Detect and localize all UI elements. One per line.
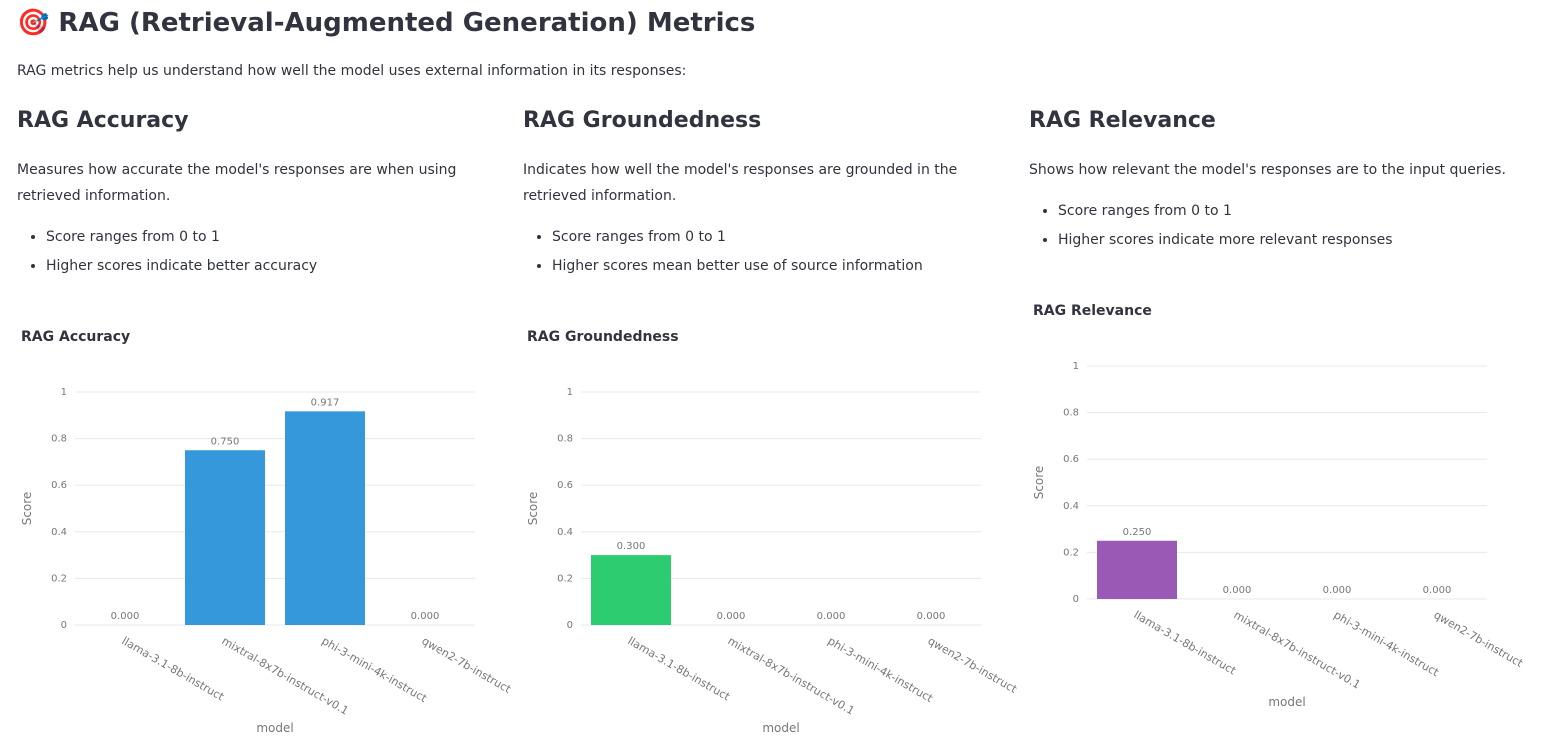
x-tick-label: phi-3-mini-4k-instruct [320, 634, 430, 705]
data-label: 0.250 [1123, 527, 1152, 538]
intro: RAG metrics help us understand how well … [17, 63, 687, 79]
y-tick-label: 0.8 [1063, 408, 1079, 419]
bullet-list: Score ranges from 0 to 1Higher scores in… [1029, 197, 1519, 255]
y-tick-label: 0.2 [51, 573, 67, 584]
bar [185, 450, 265, 625]
x-axis-title: model [256, 721, 293, 735]
x-tick-label: llama-3.1-8b-instruct [626, 634, 733, 703]
data-label: 0.000 [817, 611, 846, 622]
data-label: 0.000 [1323, 585, 1352, 596]
bullet: Score ranges from 0 to 1 [1058, 197, 1519, 226]
chart-title: RAG Groundedness [527, 329, 679, 345]
section: RAG Accuracy Measures how accurate the mo… [17, 108, 507, 281]
x-tick-label: qwen2-7b-instruct [1432, 608, 1526, 670]
data-label: 0.917 [311, 397, 340, 408]
data-label: 0.000 [111, 611, 140, 622]
data-label: 0.000 [1223, 585, 1252, 596]
x-axis-title: model [762, 721, 799, 735]
y-tick-label: 1 [567, 387, 573, 398]
bullet: Higher scores indicate more relevant res… [1058, 226, 1519, 255]
section-description: Shows how relevant the model's responses… [1029, 162, 1506, 178]
x-tick-label: qwen2-7b-instruct [926, 634, 1020, 696]
data-label: 0.000 [717, 611, 746, 622]
y-axis-title: Score [526, 492, 540, 526]
y-tick-label: 0.8 [51, 434, 67, 445]
section-description: Measures how accurate the model's respon… [17, 162, 457, 204]
section-heading: RAG Groundedness [523, 108, 762, 133]
y-tick-label: 0.2 [1063, 547, 1079, 558]
y-axis-title: Score [1032, 466, 1046, 500]
bullet: Higher scores mean better use of source … [552, 252, 1013, 281]
y-tick-label: 0 [61, 620, 67, 631]
chart: RAG Groundedness Score model 0 0.2 0.4 0.6 0.8 1… [526, 329, 1020, 735]
data-label: 0.000 [1423, 585, 1452, 596]
bar [591, 555, 671, 625]
x-tick-label: phi-3-mini-4k-instruct [826, 634, 936, 705]
bar [1097, 540, 1177, 599]
y-tick-label: 0.4 [51, 527, 67, 538]
y-tick-label: 0.4 [1063, 501, 1079, 512]
y-tick-label: 0.6 [557, 480, 573, 491]
bullet-list: Score ranges from 0 to 1Higher scores in… [17, 223, 507, 281]
y-tick-label: 0.4 [557, 527, 573, 538]
data-label: 0.000 [411, 611, 440, 622]
section: RAG Relevance Shows how relevant the mode… [1029, 108, 1519, 255]
x-tick-label: phi-3-mini-4k-instruct [1332, 608, 1442, 679]
bullet-list: Score ranges from 0 to 1Higher scores me… [523, 223, 1013, 281]
bullet: Score ranges from 0 to 1 [46, 223, 507, 252]
data-label: 0.750 [211, 436, 240, 447]
bullet: Higher scores indicate better accuracy [46, 252, 507, 281]
chart-title: RAG Relevance [1033, 303, 1152, 319]
y-tick-label: 0 [1073, 594, 1079, 605]
section: RAG Groundedness Indicates how well the m… [523, 108, 1013, 281]
y-tick-label: 0.6 [51, 480, 67, 491]
section-description: Indicates how well the model's responses… [523, 162, 958, 204]
page-title: 🎯 RAG (Retrieval-Augmented Generation) M… [17, 8, 756, 38]
x-axis-title: model [1268, 695, 1305, 709]
y-tick-label: 1 [1073, 361, 1079, 372]
y-tick-label: 0 [567, 620, 573, 631]
y-tick-label: 1 [61, 387, 67, 398]
x-tick-label: llama-3.1-8b-instruct [1132, 608, 1239, 677]
chart: RAG Relevance Score model 0 0.2 0.4 0.6 0.8 1 lla… [1032, 303, 1526, 709]
bullet: Score ranges from 0 to 1 [552, 223, 1013, 252]
y-tick-label: 0.2 [557, 573, 573, 584]
y-tick-label: 0.8 [557, 434, 573, 445]
section-heading: RAG Accuracy [17, 108, 189, 133]
section-heading: RAG Relevance [1029, 108, 1216, 133]
x-tick-label: qwen2-7b-instruct [420, 634, 514, 696]
x-tick-label: llama-3.1-8b-instruct [120, 634, 227, 703]
y-tick-label: 0.6 [1063, 454, 1079, 465]
chart-title: RAG Accuracy [21, 329, 130, 345]
bar [285, 411, 365, 625]
y-axis-title: Score [20, 492, 34, 526]
chart: RAG Accuracy Score model 0 0.2 0.4 0.6 0.8 1 llam… [20, 329, 514, 735]
data-label: 0.000 [917, 611, 946, 622]
data-label: 0.300 [617, 541, 646, 552]
